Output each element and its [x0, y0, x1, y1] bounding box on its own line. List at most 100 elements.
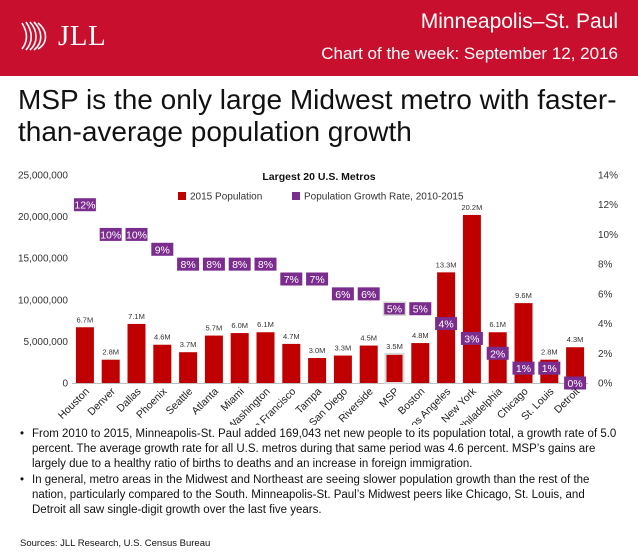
source-note: Sources: JLL Research, U.S. Census Burea…: [20, 538, 211, 549]
growth-rate-marker: [125, 227, 148, 241]
population-data-label: 3.3M: [335, 344, 352, 353]
growth-rate-marker: [512, 361, 535, 375]
population-bar: [411, 343, 430, 383]
population-bar: [282, 343, 301, 383]
legend-label-population: 2015 Population: [190, 192, 262, 203]
growth-rate-label: 8%: [181, 259, 196, 271]
x-tick-label: Detroit: [552, 386, 582, 416]
growth-rate-label: 1%: [542, 363, 557, 375]
logo-text: JLL: [58, 19, 107, 52]
population-data-label: 20.2M: [461, 203, 482, 212]
population-bar: [256, 332, 275, 383]
growth-rate-marker: [280, 272, 303, 286]
population-data-label: 3.5M: [386, 342, 403, 351]
growth-rate-marker: [254, 257, 277, 271]
growth-rate-label: 8%: [258, 259, 273, 271]
header-banner: JLL Minneapolis–St. Paul Chart of the we…: [0, 0, 638, 76]
growth-rate-marker: [564, 376, 587, 390]
x-tick-label: Atlanta: [189, 386, 221, 418]
growth-rate-marker: [409, 302, 432, 316]
population-data-label: 3.0M: [309, 346, 326, 355]
x-tick-label: Houston: [56, 386, 92, 422]
population-bar: [179, 352, 198, 383]
growth-rate-label: 1%: [516, 363, 531, 375]
population-data-label: 4.3M: [567, 335, 584, 344]
y-right-tick-label: 8%: [598, 260, 613, 271]
population-data-label: 4.8M: [412, 331, 429, 340]
growth-rate-marker: [486, 346, 509, 360]
y-left-tick-label: 10,000,000: [18, 295, 68, 306]
population-data-label: 4.6M: [154, 333, 171, 342]
growth-rate-label: 10%: [126, 229, 147, 241]
growth-rate-marker: [435, 317, 458, 331]
chart-title: Largest 20 U.S. Metros: [262, 171, 375, 183]
population-data-label: 3.7M: [180, 340, 197, 349]
header-title: Minneapolis–St. Paul: [420, 10, 618, 33]
growth-rate-marker: [202, 257, 225, 271]
growth-rate-label: 7%: [284, 274, 299, 286]
y-right-tick-label: 12%: [598, 200, 618, 211]
y-right-tick-label: 0%: [598, 379, 613, 390]
growth-rate-marker: [357, 287, 380, 301]
y-left-tick-label: 0: [62, 379, 68, 390]
growth-rate-marker: [73, 198, 96, 212]
population-data-label: 6.0M: [231, 321, 248, 330]
population-data-label: 9.6M: [515, 291, 532, 300]
population-data-label: 6.7M: [77, 315, 94, 324]
growth-rate-marker: [382, 301, 407, 316]
growth-rate-marker: [228, 257, 251, 271]
growth-rate-label: 10%: [100, 229, 121, 241]
population-data-label: 4.7M: [283, 332, 300, 341]
x-tick-label: Seattle: [164, 386, 196, 418]
growth-rate-label: 9%: [155, 244, 170, 256]
growth-rate-marker: [538, 361, 561, 375]
population-bar: [333, 355, 352, 383]
population-bar: [359, 345, 378, 383]
growth-rate-label: 8%: [232, 259, 247, 271]
headline: MSP is the only large Midwest metro with…: [18, 84, 617, 147]
growth-rate-marker: [331, 287, 354, 301]
growth-rate-label: 8%: [206, 259, 221, 271]
population-bar: [101, 359, 120, 383]
x-tick-label: Denver: [85, 385, 118, 418]
population-data-label: 5.7M: [206, 324, 223, 333]
population-bar: [566, 347, 585, 383]
bullet-item: In general, metro areas in the Midwest a…: [20, 473, 620, 518]
jll-logo: JLL: [18, 19, 106, 53]
growth-rate-label: 6%: [335, 289, 350, 301]
jll-logo-icon: [21, 21, 47, 51]
population-data-label: 4.5M: [360, 334, 377, 343]
growth-rate-label: 4%: [439, 319, 454, 331]
y-left-tick-label: 15,000,000: [18, 254, 68, 265]
growth-rate-marker: [460, 331, 483, 345]
growth-rate-marker: [151, 242, 174, 256]
y-left-tick-label: 20,000,000: [18, 212, 68, 223]
y-right-tick-label: 2%: [598, 349, 613, 360]
y-right-tick-label: 10%: [598, 230, 618, 241]
bullet-list: From 2010 to 2015, Minneapolis-St. Paul …: [20, 427, 620, 519]
growth-rate-marker: [99, 227, 122, 241]
population-data-label: 2.8M: [102, 348, 119, 357]
growth-rate-label: 7%: [310, 274, 325, 286]
population-data-label: 6.1M: [489, 320, 506, 329]
bullet-item: From 2010 to 2015, Minneapolis-St. Paul …: [20, 427, 620, 472]
population-bar: [384, 352, 405, 385]
growth-rate-marker: [306, 272, 329, 286]
y-left-tick-label: 25,000,000: [18, 171, 68, 182]
population-chart: Largest 20 U.S. Metros 0 5,000,000 10,000,0…: [18, 171, 618, 426]
population-data-label: 6.1M: [257, 320, 274, 329]
growth-rate-label: 0%: [568, 378, 583, 390]
y-right-tick-label: 6%: [598, 289, 613, 300]
growth-rate-label: 5%: [413, 304, 428, 316]
legend-label-growth: Population Growth Rate, 2010-2015: [304, 192, 464, 203]
population-bar: [153, 344, 172, 383]
y-right-tick-label: 4%: [598, 319, 613, 330]
population-data-label: 13.3M: [436, 260, 457, 269]
population-bar: [308, 358, 327, 383]
population-bar: [462, 214, 481, 383]
growth-rate-label: 5%: [387, 304, 402, 316]
legend-swatch-growth: [292, 192, 300, 200]
population-data-label: 7.1M: [128, 312, 145, 321]
growth-rate-label: 3%: [464, 333, 479, 345]
population-bar: [75, 327, 94, 383]
